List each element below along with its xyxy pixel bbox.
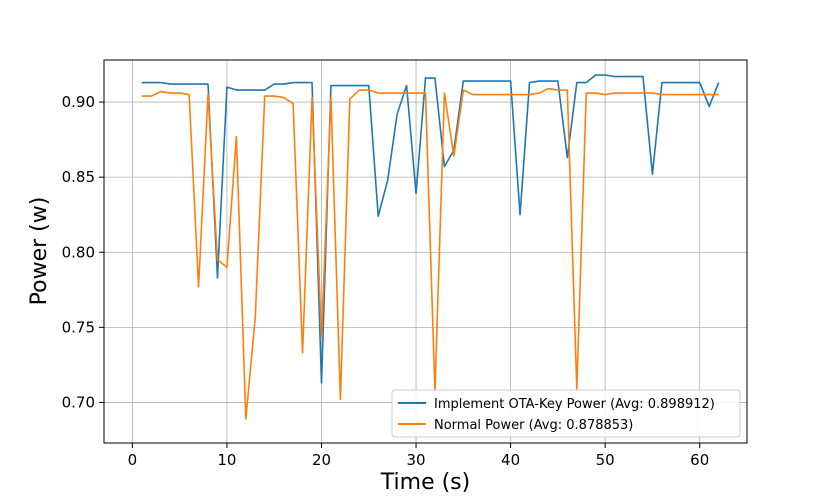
- x-tick-label: 40: [501, 451, 520, 469]
- legend-label-implement: Implement OTA-Key Power (Avg: 0.898912): [434, 397, 715, 412]
- ticks: 0 10 20 30 40 50 60 0.70 0.75 0.80 0.85 0.90: [62, 93, 710, 469]
- y-tick-label: 0.85: [62, 168, 95, 186]
- y-tick-label: 0.75: [62, 318, 95, 336]
- legend: Implement OTA-Key Power (Avg: 0.898912) …: [391, 389, 741, 438]
- grid: [104, 60, 747, 443]
- legend-box: [391, 389, 741, 438]
- x-axis-label: Time (s): [380, 470, 470, 495]
- x-tick-label: 50: [596, 451, 615, 469]
- series-line-implement: [141, 74, 720, 384]
- x-tick-label: 60: [690, 451, 709, 469]
- legend-label-normal: Normal Power (Avg: 0.878853): [434, 418, 633, 433]
- x-tick-label: 0: [128, 451, 138, 469]
- y-tick-label: 0.70: [62, 393, 95, 411]
- y-axis-label: Power (w): [27, 197, 52, 306]
- x-tick-label: 10: [217, 451, 236, 469]
- plot-frame: [103, 59, 748, 444]
- series-line-normal: [141, 87, 719, 420]
- x-tick-label: 20: [312, 451, 331, 469]
- series-layer: [141, 74, 720, 420]
- x-tick-label: 30: [406, 451, 425, 469]
- y-tick-label: 0.80: [62, 243, 95, 261]
- plot-area: [104, 60, 747, 443]
- y-tick-label: 0.90: [62, 93, 95, 111]
